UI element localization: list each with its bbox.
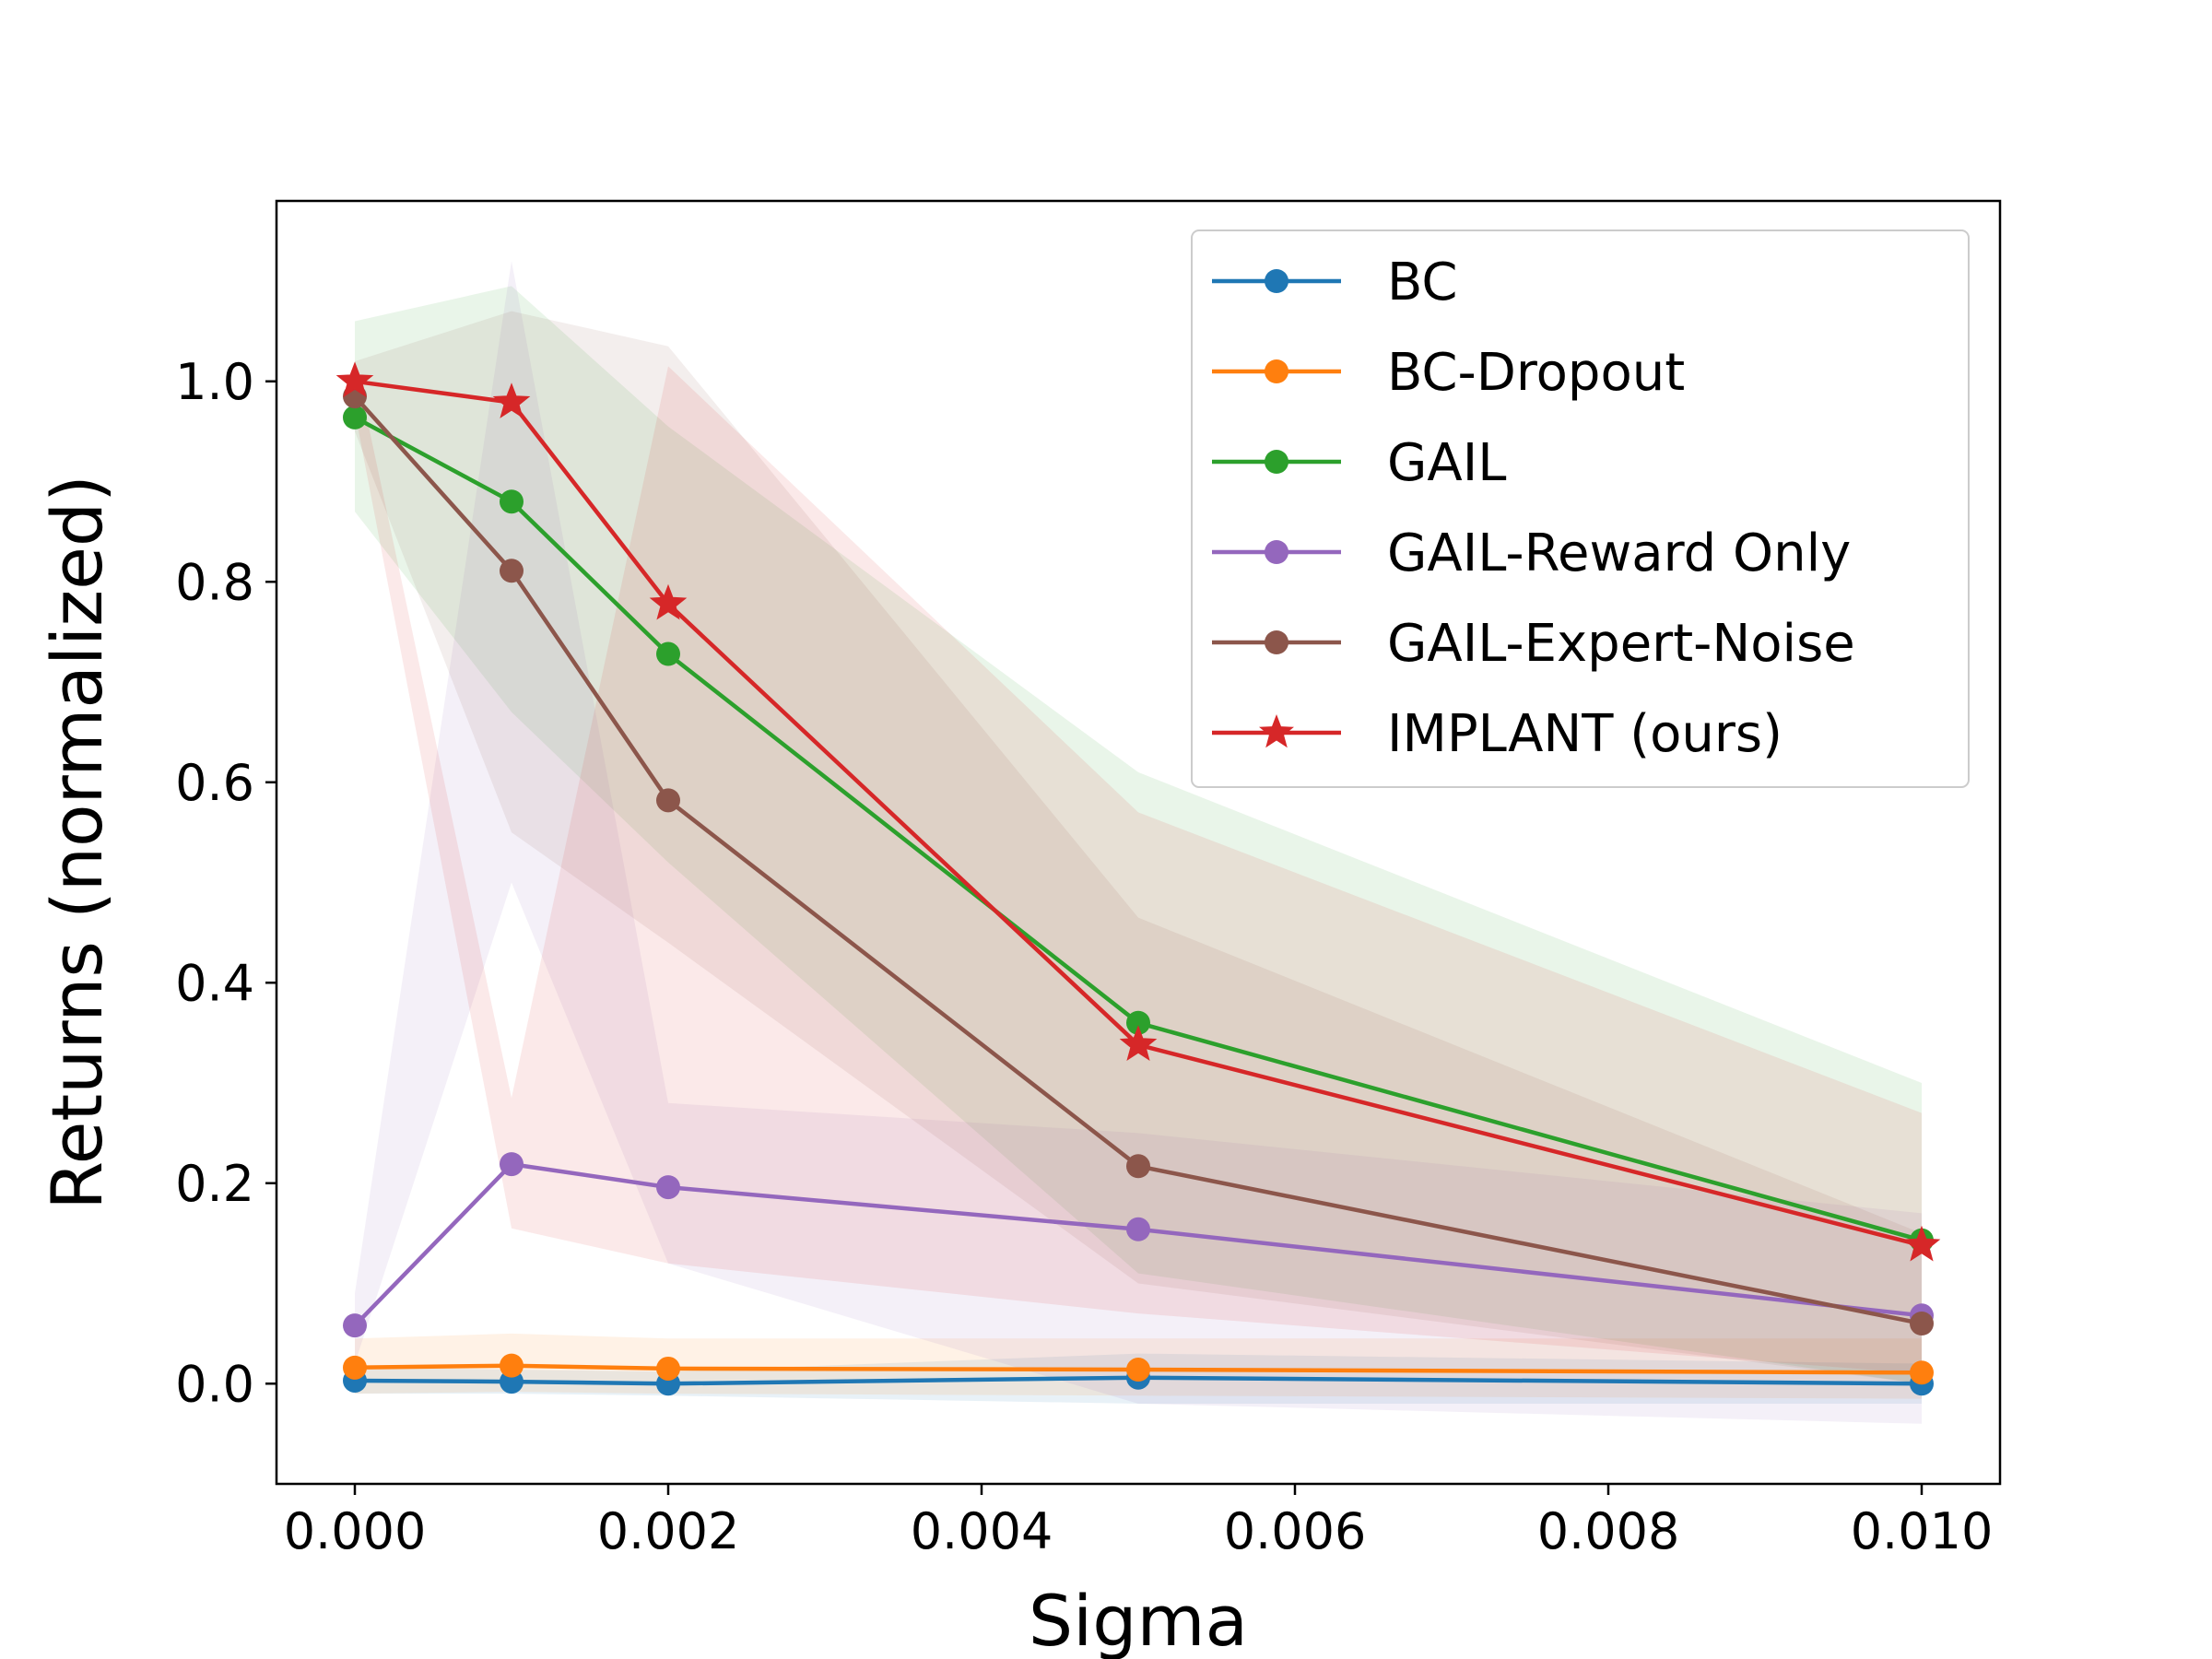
error-band-implant-ours [355, 361, 1922, 1374]
data-point-gail-expert-noise [1126, 1154, 1150, 1179]
data-point-implant-ours [492, 382, 531, 418]
error-bands [355, 261, 1922, 1424]
x-tick-label: 0.000 [284, 1502, 427, 1560]
data-point-implant-ours [1902, 1225, 1941, 1262]
data-point-gail-expert-noise [500, 559, 524, 583]
data-point-gail [1126, 1010, 1150, 1035]
legend-label: BC-Dropout [1387, 343, 1685, 403]
legend-marker [1265, 450, 1288, 474]
legend-marker [1265, 540, 1288, 564]
legend: BC BC-Dropout GAIL GAIL-Reward Only GAIL-Exp… [1191, 229, 1970, 788]
legend-marker [1265, 359, 1288, 383]
data-point-bc-dropout [1910, 1360, 1934, 1385]
data-point-implant-ours [1119, 1025, 1158, 1062]
y-tick-label: 0.8 [175, 553, 254, 611]
data-point-gail [656, 641, 680, 666]
data-point-gail [343, 405, 367, 429]
legend-marker [1265, 630, 1288, 654]
y-axis-label: Returns (normalized) [36, 475, 118, 1210]
y-axis-ticks: 0.0 0.2 0.4 0.6 0.8 1.0 [175, 353, 276, 1413]
x-tick-label: 0.006 [1224, 1502, 1367, 1560]
data-point-bc-dropout [343, 1355, 367, 1380]
data-point-implant-ours [649, 583, 688, 620]
x-tick-label: 0.002 [597, 1502, 740, 1560]
y-tick-label: 1.0 [175, 353, 254, 411]
series-markers [335, 361, 1941, 1396]
data-point-gail-reward-only [343, 1313, 367, 1338]
legend-marker [1265, 269, 1288, 293]
data-point-bc-dropout [656, 1356, 680, 1381]
data-point-bc-dropout [1126, 1358, 1150, 1382]
x-tick-label: 0.010 [1851, 1502, 1994, 1560]
legend-label: GAIL-Reward Only [1387, 524, 1851, 583]
data-point-gail-expert-noise [656, 788, 680, 813]
data-point-implant-ours [335, 361, 374, 398]
error-band-gail-reward-only [355, 261, 1922, 1424]
data-point-gail-expert-noise [1910, 1312, 1934, 1335]
x-axis-label: Sigma [1029, 1580, 1248, 1659]
legend-label: BC [1387, 253, 1458, 312]
data-point-bc-dropout [500, 1353, 524, 1378]
y-tick-label: 0.6 [175, 754, 254, 812]
data-point-gail [500, 489, 524, 514]
legend-label: IMPLANT (ours) [1387, 704, 1783, 764]
x-axis-ticks: 0.000 0.002 0.004 0.006 0.008 0.010 [284, 1484, 1994, 1560]
legend-label: GAIL-Expert-Noise [1387, 614, 1855, 674]
x-tick-label: 0.004 [911, 1502, 1053, 1560]
y-tick-label: 0.0 [175, 1355, 254, 1413]
legend-box [1191, 229, 1970, 788]
x-tick-label: 0.008 [1537, 1502, 1680, 1560]
data-point-gail-reward-only [656, 1175, 680, 1200]
data-point-gail-reward-only [500, 1152, 524, 1177]
data-point-gail-reward-only [1126, 1217, 1150, 1241]
error-band-gail-expert-noise [355, 311, 1922, 1384]
legend-label: GAIL [1387, 433, 1506, 493]
error-band-gail [355, 286, 1922, 1384]
legend-marker [1259, 714, 1294, 748]
plot-frame [275, 199, 2002, 1486]
y-tick-label: 0.2 [175, 1155, 254, 1213]
y-tick-label: 0.4 [175, 954, 254, 1012]
